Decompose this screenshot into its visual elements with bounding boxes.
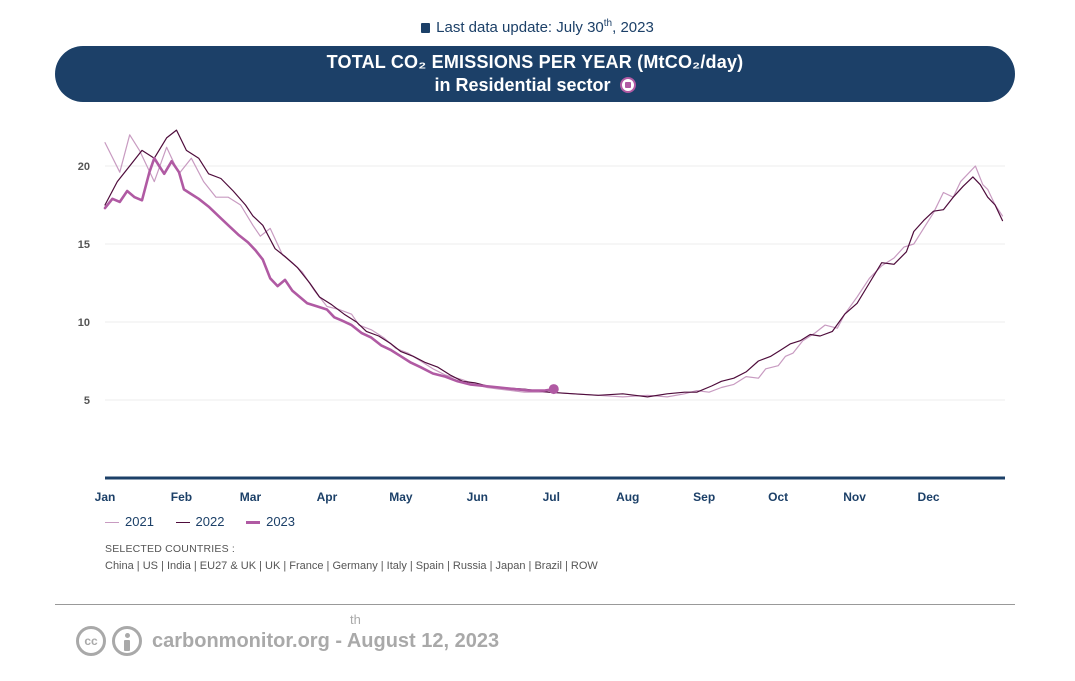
x-tick-label-jul: Jul xyxy=(543,490,560,504)
x-tick-label-feb: Feb xyxy=(171,490,192,504)
y-tick-label: 15 xyxy=(78,239,90,251)
footer: cc carbonmonitor.org - August 12, 2023 xyxy=(76,624,499,658)
legend-swatch-2023 xyxy=(246,521,260,524)
y-tick-label: 10 xyxy=(78,317,90,329)
series-line-2022 xyxy=(105,130,1003,397)
x-tick-label-aug: Aug xyxy=(616,490,639,504)
legend-item-2023[interactable]: 2023 xyxy=(246,514,295,529)
selected-countries-list: China | US | India | EU27 & UK | UK | Fr… xyxy=(105,560,598,572)
creative-commons-icon: cc xyxy=(76,626,106,656)
selected-countries-label: SELECTED COUNTRIES : xyxy=(105,543,235,555)
legend-swatch-2022 xyxy=(176,522,190,524)
legend-item-2021[interactable]: 2021 xyxy=(105,514,154,529)
footer-divider xyxy=(55,604,1015,605)
x-tick-label-nov: Nov xyxy=(843,490,866,504)
legend-item-2022[interactable]: 2022 xyxy=(176,514,225,529)
x-tick-label-apr: Apr xyxy=(317,490,338,504)
emissions-line-chart[interactable]: 5 10 15 20 Jan Feb Mar Apr May Jun Jul Aug Sep Oct Nov… xyxy=(0,0,1075,520)
footer-source[interactable]: carbonmonitor.org - August 12, 2023 xyxy=(152,630,499,653)
x-tick-label-oct: Oct xyxy=(768,490,788,504)
series-2023-end-marker xyxy=(549,384,559,394)
attribution-icon xyxy=(112,626,142,656)
legend-swatch-2021 xyxy=(105,522,119,524)
chart-legend: 2021 2022 2023 xyxy=(105,514,313,529)
x-tick-label-dec: Dec xyxy=(918,490,940,504)
y-tick-label: 5 xyxy=(84,395,90,407)
x-tick-label-jan: Jan xyxy=(95,490,116,504)
y-tick-label: 20 xyxy=(78,161,90,173)
x-tick-label-jun: Jun xyxy=(467,490,488,504)
x-tick-label-mar: Mar xyxy=(240,490,262,504)
series-line-2023 xyxy=(105,158,554,390)
x-tick-label-may: May xyxy=(389,490,413,504)
x-tick-label-sep: Sep xyxy=(693,490,715,504)
series-line-2021 xyxy=(105,135,1003,397)
